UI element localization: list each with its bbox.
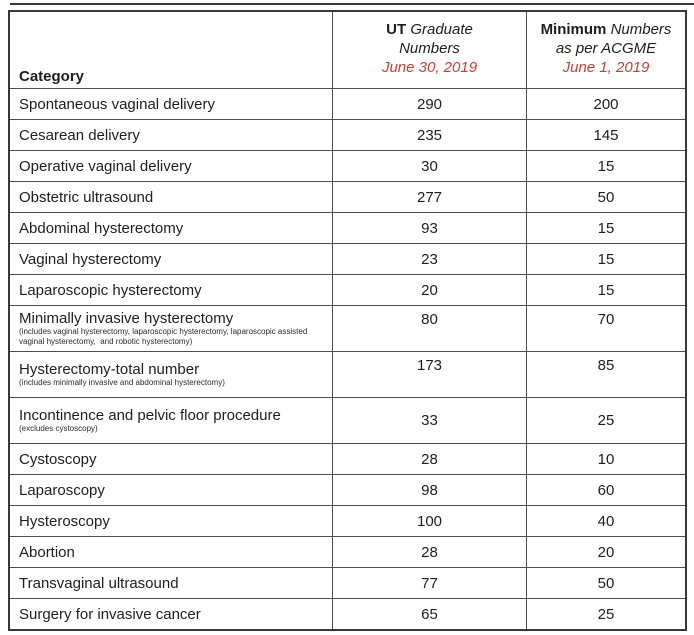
category-cell: Abdominal hysterectomy: [10, 213, 332, 243]
acgme-date-label: June 1, 2019: [562, 59, 650, 76]
ut-value-cell: 173: [332, 352, 526, 397]
category-header-cell: Category: [10, 12, 332, 88]
table-row: Vaginal hysterectomy 23 15: [10, 243, 685, 274]
category-label: Hysterectomy-total number: [19, 361, 200, 378]
minimum-value-cell: 50: [526, 182, 685, 212]
category-cell: Minimally invasive hysterectomy (include…: [10, 306, 332, 351]
minimum-value-cell: 85: [526, 352, 685, 397]
category-label: Hysteroscopy: [19, 512, 110, 530]
category-cell: Cesarean delivery: [10, 120, 332, 150]
ut-value-cell: 100: [332, 506, 526, 536]
minimum-value-cell: 60: [526, 475, 685, 505]
table-body: Spontaneous vaginal delivery 290 200 Ces…: [10, 88, 685, 629]
acgme-label: as per ACGME: [555, 40, 657, 57]
ut-value-cell: 98: [332, 475, 526, 505]
ut-value-cell: 290: [332, 89, 526, 119]
category-label: Laparoscopy: [19, 481, 105, 499]
category-label: Spontaneous vaginal delivery: [19, 95, 215, 113]
category-label: Vaginal hysterectomy: [19, 250, 162, 268]
category-cell: Incontinence and pelvic floor procedure …: [10, 398, 332, 443]
ut-value-cell: 20: [332, 275, 526, 305]
ut-value-cell: 28: [332, 537, 526, 567]
ut-value-cell: 65: [332, 599, 526, 629]
ut-value-cell: 33: [332, 398, 526, 443]
category-label: Laparoscopic hysterectomy: [19, 281, 202, 299]
table-row: Transvaginal ultrasound 77 50: [10, 567, 685, 598]
acgme-minimum-column-header: Minimum Numbers as per ACGME June 1, 201…: [526, 12, 685, 88]
category-label: Abortion: [19, 543, 75, 561]
ut-value-cell: 28: [332, 444, 526, 474]
table-row: Spontaneous vaginal delivery 290 200: [10, 88, 685, 119]
minimum-value-cell: 15: [526, 275, 685, 305]
category-cell: Spontaneous vaginal delivery: [10, 89, 332, 119]
table-row: Operative vaginal delivery 30 15: [10, 150, 685, 181]
ut-graduate-column-header: UT Graduate Numbers June 30, 2019: [332, 12, 526, 88]
category-note: (includes vaginal hysterectomy, laparosc…: [19, 327, 310, 346]
ut-value-cell: 277: [332, 182, 526, 212]
category-label: Cystoscopy: [19, 450, 97, 468]
ut-graduate-label: Graduate: [410, 21, 473, 38]
category-cell: Obstetric ultrasound: [10, 182, 332, 212]
category-cell: Hysteroscopy: [10, 506, 332, 536]
table-header-row: Category UT Graduate Numbers June 30, 20…: [10, 12, 685, 88]
ut-value-cell: 23: [332, 244, 526, 274]
category-cell: Surgery for invasive cancer: [10, 599, 332, 629]
category-label: Cesarean delivery: [19, 126, 140, 144]
category-label: Obstetric ultrasound: [19, 188, 154, 206]
minimum-value-cell: 25: [526, 398, 685, 443]
minimum-value-cell: 200: [526, 89, 685, 119]
minimum-numbers-label: Numbers: [610, 21, 672, 38]
table-row: Laparoscopic hysterectomy 20 15: [10, 274, 685, 305]
minimum-value-cell: 10: [526, 444, 685, 474]
table-row: Obstetric ultrasound 277 50: [10, 181, 685, 212]
table-row: Abdominal hysterectomy 93 15: [10, 212, 685, 243]
minimum-value-cell: 70: [526, 306, 685, 351]
table-row: Cystoscopy 28 10: [10, 443, 685, 474]
table-row: Minimally invasive hysterectomy (include…: [10, 305, 685, 351]
ut-numbers-label: Numbers: [399, 40, 460, 57]
category-cell: Vaginal hysterectomy: [10, 244, 332, 274]
ut-value-cell: 93: [332, 213, 526, 243]
minimum-value-cell: 15: [526, 213, 685, 243]
ut-value-cell: 30: [332, 151, 526, 181]
category-cell: Hysterectomy-total number (includes mini…: [10, 352, 332, 397]
category-cell: Laparoscopy: [10, 475, 332, 505]
table-row: Laparoscopy 98 60: [10, 474, 685, 505]
table-row: Surgery for invasive cancer 65 25: [10, 598, 685, 629]
minimum-value-cell: 40: [526, 506, 685, 536]
minimum-value-cell: 15: [526, 151, 685, 181]
minimum-label: Minimum: [540, 21, 607, 38]
minimum-value-cell: 145: [526, 120, 685, 150]
category-cell: Operative vaginal delivery: [10, 151, 332, 181]
category-label: Minimally invasive hysterectomy: [19, 310, 234, 327]
table-row: Abortion 28 20: [10, 536, 685, 567]
table-row: Hysteroscopy 100 40: [10, 505, 685, 536]
category-label: Incontinence and pelvic floor procedure: [19, 407, 281, 424]
ut-label: UT: [386, 21, 407, 38]
top-divider-line: [10, 3, 694, 5]
minimum-value-cell: 15: [526, 244, 685, 274]
category-note: (includes minimally invasive and abdomin…: [19, 378, 225, 387]
ut-date-label: June 30, 2019: [381, 59, 478, 76]
minimum-value-cell: 25: [526, 599, 685, 629]
table-row: Hysterectomy-total number (includes mini…: [10, 351, 685, 397]
table-row: Incontinence and pelvic floor procedure …: [10, 397, 685, 443]
category-column-header: Category: [19, 68, 85, 85]
category-label: Abdominal hysterectomy: [19, 219, 184, 237]
category-label: Transvaginal ultrasound: [19, 574, 179, 592]
ut-value-cell: 235: [332, 120, 526, 150]
category-cell: Laparoscopic hysterectomy: [10, 275, 332, 305]
category-label: Operative vaginal delivery: [19, 157, 192, 175]
category-cell: Cystoscopy: [10, 444, 332, 474]
minimum-value-cell: 50: [526, 568, 685, 598]
procedure-numbers-table: Category UT Graduate Numbers June 30, 20…: [8, 10, 687, 631]
category-cell: Abortion: [10, 537, 332, 567]
category-note: (excludes cystoscopy): [19, 424, 98, 433]
category-label: Surgery for invasive cancer: [19, 605, 201, 623]
category-cell: Transvaginal ultrasound: [10, 568, 332, 598]
minimum-value-cell: 20: [526, 537, 685, 567]
table-row: Cesarean delivery 235 145: [10, 119, 685, 150]
ut-value-cell: 77: [332, 568, 526, 598]
ut-value-cell: 80: [332, 306, 526, 351]
